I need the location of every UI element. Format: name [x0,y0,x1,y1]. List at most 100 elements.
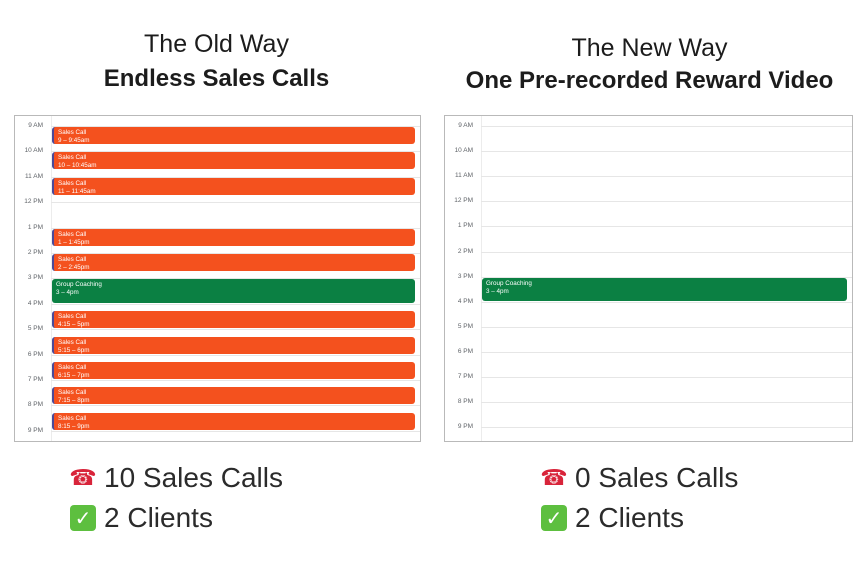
event-title: Sales Call [58,256,87,263]
hour-label: 6 PM [27,350,43,358]
old-way-subheading: Endless Sales Calls [103,65,330,92]
hour-label: 4 PM [27,299,43,307]
hour-gridline [51,430,420,432]
event-time: 9 – 9:45am [58,137,90,144]
hour-gridline [481,301,852,303]
hour-gridline [481,226,852,228]
sales-call-event[interactable]: Sales Call 1 – 1:45pm [52,228,415,246]
hour-label: 9 PM [457,423,473,431]
hour-gridline [51,329,420,331]
hour-gridline [481,276,852,278]
event-title: Sales Call [58,338,87,346]
hour-gridline [481,251,852,253]
hour-gridline [51,303,420,305]
event-title: Group Coaching [486,279,532,287]
old-way-clients-text: 2 Clients [104,502,213,533]
event-time: 1 – 1:45pm [58,238,90,246]
hour-label: 2 PM [27,249,43,256]
hour-gridline [51,202,420,204]
event-time: 11 – 11:45am [58,187,96,195]
sales-call-event[interactable]: Sales Call 4:15 – 5pm [52,311,415,329]
event-title: Group Coaching [56,281,102,289]
old-way-clients-stat: ✓ 2 Clients [70,502,213,534]
hour-gridline [51,227,420,229]
hour-gridline [481,377,852,378]
event-time: 4:15 – 5pm [58,321,90,329]
hour-label: 9 AM [458,122,473,129]
hour-label: 9 PM [27,426,43,434]
event-title: Sales Call [58,154,87,162]
hour-gridline [481,326,852,328]
hour-label: 6 PM [457,347,473,355]
hour-label: 12 PM [454,197,473,205]
telephone-icon: ☎ [69,465,97,490]
new-way-subheading: One Pre-recorded Reward Video [465,67,834,94]
event-title: Sales Call [58,230,87,238]
hour-gridline [51,253,420,254]
hour-label: 9 AM [28,122,43,129]
sales-call-event[interactable]: Sales Call 2 – 2:45pm [52,254,415,272]
new-way-clients-stat: ✓ 2 Clients [541,502,684,534]
event-time: 10 – 10:45am [58,162,97,170]
telephone-icon: ☎ [540,465,568,490]
hour-gridline [51,176,420,178]
event-title: Sales Call [58,389,87,397]
hour-label: 8 PM [27,401,43,409]
sales-call-event[interactable]: Sales Call 6:15 – 7pm [52,361,415,379]
check-mark-icon: ✓ [541,505,567,531]
hour-gridline [51,354,420,356]
new-way-clients-text: 2 Clients [575,502,684,533]
hour-gridline [51,278,420,280]
sales-call-event[interactable]: Sales Call 10 – 10:45am [52,152,415,170]
new-way-heading: The New Way [571,34,728,62]
hour-label: 1 PM [457,222,473,230]
hour-label: 2 PM [457,247,473,255]
hour-gridline [51,151,420,153]
hour-gridline [481,176,852,178]
hour-gridline [481,126,852,127]
event-time: 7:15 – 8pm [58,397,90,405]
event-title: Sales Call [58,129,87,136]
hour-gridline [481,427,852,429]
time-gutter-divider [481,116,482,441]
event-time: 3 – 4pm [56,289,79,297]
check-mark-icon: ✓ [70,505,96,531]
sales-call-event[interactable]: Sales Call 8:15 – 9pm [52,412,415,430]
event-time: 8:15 – 9pm [58,422,90,430]
hour-label: 5 PM [457,322,473,330]
sales-call-event[interactable]: Sales Call 7:15 – 8pm [52,387,415,405]
hour-label: 3 PM [27,274,43,282]
event-time: 3 – 4pm [486,287,509,295]
old-way-calls-text: 10 Sales Calls [104,462,283,493]
old-way-calls-stat: ☎ 10 Sales Calls [68,462,283,494]
hour-gridline [481,402,852,404]
event-title: Sales Call [58,363,87,371]
hour-label: 5 PM [27,325,43,333]
hour-label: 11 AM [25,172,43,180]
hour-label: 10 AM [454,147,473,155]
new-way-calendar: 9 AM 10 AM 11 AM 12 PM 1 PM 2 PM 3 PM 4 PM 5 PM 6… [444,115,853,442]
hour-label: 7 PM [457,373,473,380]
hour-gridline [51,126,420,127]
hour-label: 7 PM [27,376,43,383]
hour-gridline [481,151,852,153]
sales-call-event[interactable]: Sales Call 9 – 9:45am [52,127,415,145]
event-title: Sales Call [58,414,87,422]
hour-label: 12 PM [24,198,43,206]
sales-call-event[interactable]: Sales Call 11 – 11:45am [52,177,415,195]
hour-label: 4 PM [457,297,473,305]
group-coaching-event[interactable]: Group Coaching 3 – 4pm [482,277,847,301]
event-time: 2 – 2:45pm [58,264,90,271]
hour-label: 10 AM [24,147,43,155]
hour-gridline [481,201,852,203]
hour-gridline [51,405,420,407]
hour-label: 11 AM [455,172,473,180]
hour-label: 8 PM [457,398,473,406]
new-way-calls-text: 0 Sales Calls [575,462,739,493]
old-way-calendar: 9 AM 10 AM 11 AM 12 PM 1 PM 2 PM 3 PM 4 PM 5 PM 6… [14,115,421,442]
group-coaching-event[interactable]: Group Coaching 3 – 4pm [52,279,415,303]
sales-call-event[interactable]: Sales Call 5:15 – 6pm [52,336,415,354]
event-title: Sales Call [58,313,87,321]
event-time: 5:15 – 6pm [58,346,90,354]
new-way-calls-stat: ☎ 0 Sales Calls [539,462,738,494]
